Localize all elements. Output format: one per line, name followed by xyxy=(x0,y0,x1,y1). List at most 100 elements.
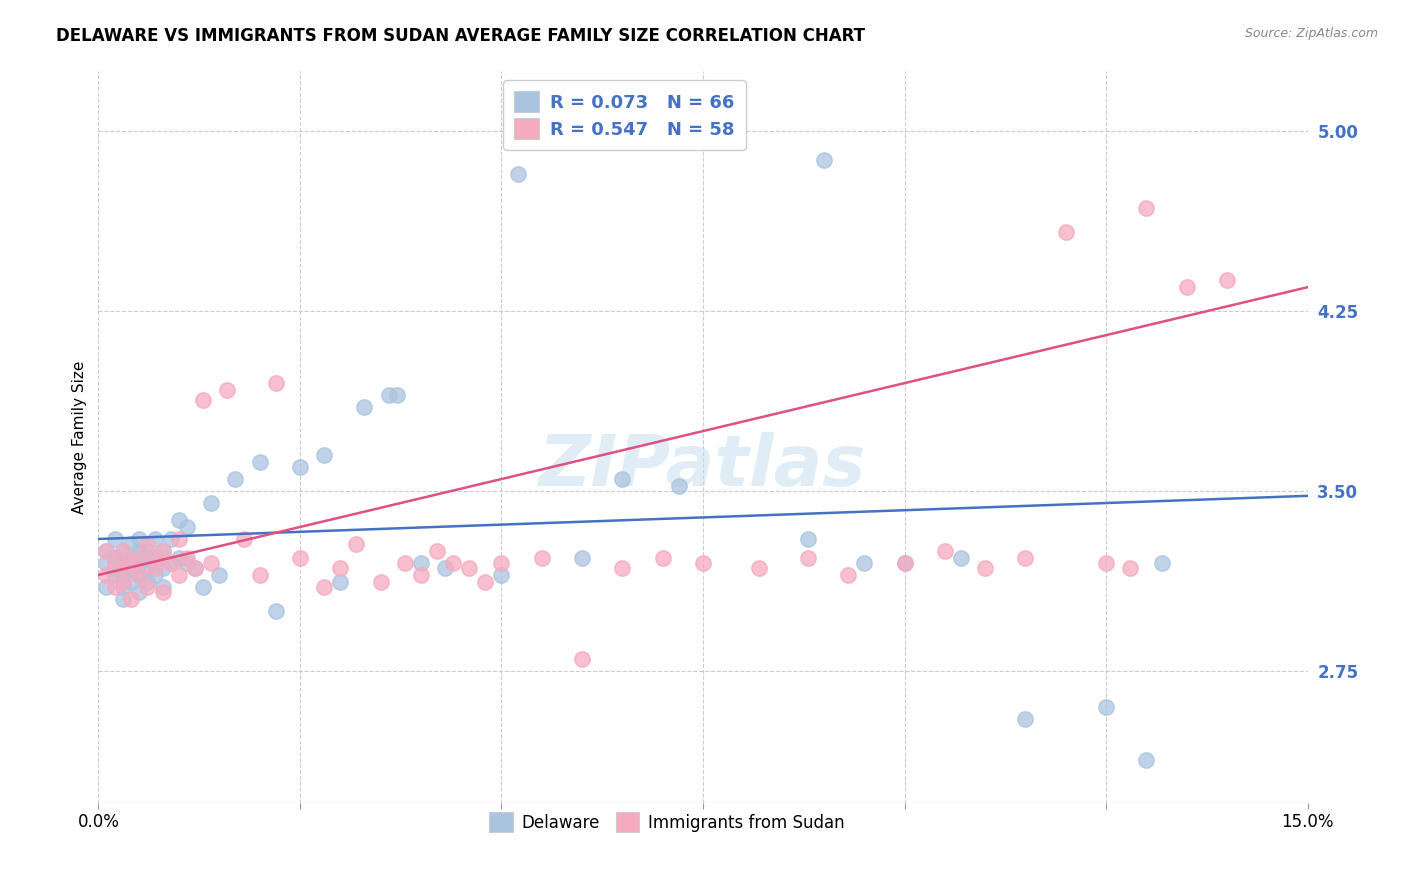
Point xyxy=(1135,201,1157,215)
Point xyxy=(813,153,835,167)
Point xyxy=(176,556,198,570)
Point xyxy=(1054,225,1077,239)
Point xyxy=(111,544,134,558)
Point xyxy=(160,556,183,570)
Point xyxy=(288,551,311,566)
Point xyxy=(232,532,254,546)
Point xyxy=(1119,561,1142,575)
Point xyxy=(176,551,198,566)
Point xyxy=(103,580,125,594)
Point xyxy=(893,556,915,570)
Point xyxy=(1152,556,1174,570)
Point xyxy=(441,556,464,570)
Point xyxy=(143,561,166,575)
Point xyxy=(409,556,432,570)
Point xyxy=(111,544,134,558)
Point xyxy=(249,455,271,469)
Point xyxy=(120,575,142,590)
Point xyxy=(96,568,118,582)
Point xyxy=(1014,712,1036,726)
Point xyxy=(474,575,496,590)
Point xyxy=(530,551,553,566)
Point xyxy=(974,561,997,575)
Point xyxy=(111,561,134,575)
Point xyxy=(111,591,134,606)
Point xyxy=(837,568,859,582)
Point xyxy=(103,561,125,575)
Point xyxy=(152,584,174,599)
Point xyxy=(152,544,174,558)
Point xyxy=(224,472,246,486)
Text: DELAWARE VS IMMIGRANTS FROM SUDAN AVERAGE FAMILY SIZE CORRELATION CHART: DELAWARE VS IMMIGRANTS FROM SUDAN AVERAG… xyxy=(56,27,865,45)
Point xyxy=(167,568,190,582)
Point xyxy=(128,532,150,546)
Point xyxy=(120,591,142,606)
Point xyxy=(458,561,481,575)
Point xyxy=(797,551,820,566)
Point xyxy=(167,532,190,546)
Point xyxy=(949,551,972,566)
Point xyxy=(491,568,513,582)
Point xyxy=(135,575,157,590)
Point xyxy=(143,568,166,582)
Point xyxy=(385,388,408,402)
Point xyxy=(1095,699,1118,714)
Text: ZIPatlas: ZIPatlas xyxy=(540,432,866,500)
Point xyxy=(135,537,157,551)
Point xyxy=(1175,280,1198,294)
Point xyxy=(120,556,142,570)
Point xyxy=(184,561,207,575)
Point xyxy=(491,556,513,570)
Point xyxy=(143,551,166,566)
Point xyxy=(120,561,142,575)
Point xyxy=(193,580,215,594)
Point xyxy=(152,580,174,594)
Point xyxy=(128,584,150,599)
Point xyxy=(217,384,239,398)
Point xyxy=(571,652,593,666)
Point xyxy=(111,575,134,590)
Point xyxy=(692,556,714,570)
Point xyxy=(193,392,215,407)
Point xyxy=(200,556,222,570)
Point xyxy=(651,551,673,566)
Point xyxy=(288,460,311,475)
Point xyxy=(135,544,157,558)
Point xyxy=(353,400,375,414)
Point xyxy=(96,580,118,594)
Point xyxy=(426,544,449,558)
Point xyxy=(748,561,770,575)
Point xyxy=(135,580,157,594)
Point xyxy=(668,479,690,493)
Point xyxy=(208,568,231,582)
Point xyxy=(128,568,150,582)
Point xyxy=(96,544,118,558)
Point xyxy=(1014,551,1036,566)
Point xyxy=(1095,556,1118,570)
Point xyxy=(103,556,125,570)
Point xyxy=(167,551,190,566)
Point xyxy=(103,532,125,546)
Point xyxy=(506,168,529,182)
Point xyxy=(120,551,142,566)
Point xyxy=(409,568,432,582)
Point xyxy=(1216,273,1239,287)
Point xyxy=(329,561,352,575)
Legend: Delaware, Immigrants from Sudan: Delaware, Immigrants from Sudan xyxy=(482,805,851,838)
Y-axis label: Average Family Size: Average Family Size xyxy=(72,360,87,514)
Text: Source: ZipAtlas.com: Source: ZipAtlas.com xyxy=(1244,27,1378,40)
Point xyxy=(128,544,150,558)
Point xyxy=(176,520,198,534)
Point xyxy=(160,532,183,546)
Point xyxy=(135,561,157,575)
Point xyxy=(128,568,150,582)
Point xyxy=(314,448,336,462)
Point xyxy=(612,561,634,575)
Point xyxy=(111,580,134,594)
Point xyxy=(143,556,166,570)
Point xyxy=(434,561,457,575)
Point xyxy=(128,551,150,566)
Point xyxy=(394,556,416,570)
Point xyxy=(160,556,183,570)
Point xyxy=(103,568,125,582)
